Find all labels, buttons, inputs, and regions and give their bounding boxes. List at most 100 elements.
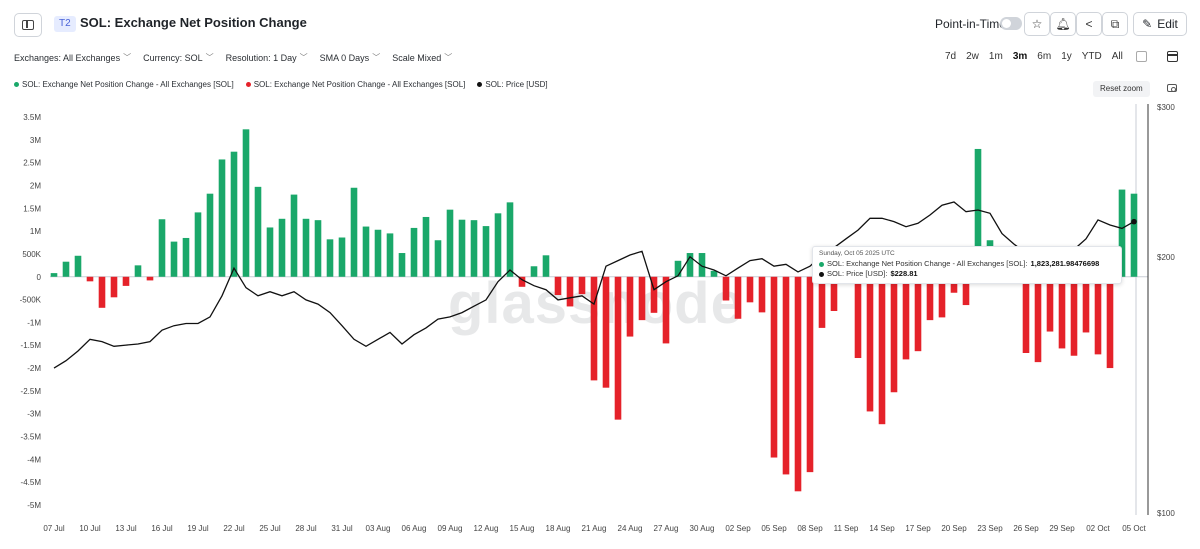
bar-positive[interactable]: [206, 193, 214, 277]
range-3m[interactable]: 3m: [1012, 51, 1028, 62]
bar-negative[interactable]: [662, 276, 670, 344]
calendar-icon[interactable]: [1167, 51, 1178, 62]
favorite-button[interactable]: ☆: [1024, 12, 1050, 36]
bar-negative[interactable]: [1058, 276, 1066, 349]
bar-positive[interactable]: [254, 186, 262, 277]
bar-positive[interactable]: [974, 148, 982, 277]
bar-negative[interactable]: [770, 276, 778, 458]
bar-negative[interactable]: [1022, 276, 1030, 353]
bar-negative[interactable]: [794, 276, 802, 492]
bar-negative[interactable]: [806, 276, 814, 473]
bar-negative[interactable]: [650, 276, 658, 313]
bar-negative[interactable]: [914, 276, 922, 352]
bar-negative[interactable]: [146, 276, 154, 281]
currency-select[interactable]: Currency: SOL ﹀: [143, 52, 214, 63]
bar-positive[interactable]: [326, 239, 334, 277]
bar-positive[interactable]: [458, 219, 466, 277]
bar-negative[interactable]: [626, 276, 634, 337]
bar-positive[interactable]: [302, 218, 310, 277]
bar-negative[interactable]: [1094, 276, 1102, 355]
range-1y[interactable]: 1y: [1061, 51, 1072, 62]
bar-negative[interactable]: [902, 276, 910, 360]
bar-negative[interactable]: [830, 276, 838, 311]
bar-positive[interactable]: [374, 229, 382, 277]
bar-positive[interactable]: [242, 129, 250, 277]
bar-negative[interactable]: [578, 276, 586, 295]
bar-positive[interactable]: [266, 227, 274, 277]
bar-negative[interactable]: [98, 276, 106, 308]
bar-negative[interactable]: [1082, 276, 1090, 333]
bar-positive[interactable]: [350, 187, 358, 277]
bar-positive[interactable]: [230, 151, 238, 277]
bar-positive[interactable]: [494, 213, 502, 277]
bar-positive[interactable]: [410, 227, 418, 277]
range-6m[interactable]: 6m: [1037, 51, 1052, 62]
bar-positive[interactable]: [50, 273, 58, 277]
bar-positive[interactable]: [194, 212, 202, 277]
edit-button[interactable]: ✎ Edit: [1133, 12, 1187, 36]
copy-button[interactable]: ⧉: [1102, 12, 1128, 36]
bar-negative[interactable]: [614, 276, 622, 420]
exchanges-select[interactable]: Exchanges: All Exchanges ﹀: [14, 52, 131, 63]
bar-positive[interactable]: [698, 253, 706, 277]
bar-negative[interactable]: [962, 276, 970, 306]
bar-positive[interactable]: [170, 241, 178, 277]
bar-negative[interactable]: [866, 276, 874, 412]
bar-negative[interactable]: [734, 276, 742, 319]
bar-positive[interactable]: [674, 260, 682, 277]
bar-positive[interactable]: [530, 266, 538, 277]
alert-button[interactable]: 🔔︎: [1050, 12, 1076, 36]
bar-negative[interactable]: [878, 276, 886, 425]
range-ytd[interactable]: YTD: [1081, 51, 1102, 62]
bar-positive[interactable]: [74, 255, 82, 277]
bar-positive[interactable]: [710, 270, 718, 277]
bar-positive[interactable]: [134, 265, 142, 277]
bar-negative[interactable]: [566, 276, 574, 307]
legend-item-positive[interactable]: SOL: Exchange Net Position Change - All …: [14, 80, 234, 89]
range-2w[interactable]: 2w: [966, 51, 979, 62]
bar-positive[interactable]: [278, 218, 286, 277]
scale-select[interactable]: Scale Mixed ﹀: [392, 52, 452, 63]
zoom-select-icon[interactable]: [1136, 51, 1147, 62]
bar-negative[interactable]: [1106, 276, 1114, 369]
bar-negative[interactable]: [110, 276, 118, 298]
bar-positive[interactable]: [338, 237, 346, 277]
bar-negative[interactable]: [926, 276, 934, 321]
bar-negative[interactable]: [818, 276, 826, 328]
bar-negative[interactable]: [638, 276, 646, 321]
bar-positive[interactable]: [158, 219, 166, 277]
bar-positive[interactable]: [482, 226, 490, 277]
bar-negative[interactable]: [1046, 276, 1054, 332]
bar-negative[interactable]: [590, 276, 598, 381]
reset-zoom-button[interactable]: Reset zoom: [1093, 81, 1150, 97]
bar-positive[interactable]: [470, 220, 478, 277]
bar-positive[interactable]: [1118, 189, 1126, 277]
bar-negative[interactable]: [122, 276, 130, 286]
range-7d[interactable]: 7d: [945, 51, 957, 62]
bar-negative[interactable]: [746, 276, 754, 303]
sidebar-toggle-button[interactable]: [14, 13, 42, 37]
legend-item-negative[interactable]: SOL: Exchange Net Position Change - All …: [245, 80, 465, 89]
range-1m[interactable]: 1m: [988, 51, 1003, 62]
bar-negative[interactable]: [1070, 276, 1078, 356]
bar-positive[interactable]: [1130, 193, 1138, 277]
range-all[interactable]: All: [1111, 51, 1123, 62]
bar-negative[interactable]: [1034, 276, 1042, 363]
bar-positive[interactable]: [62, 261, 70, 277]
bar-positive[interactable]: [218, 159, 226, 277]
bar-negative[interactable]: [554, 276, 562, 296]
bar-positive[interactable]: [422, 216, 430, 277]
price-line[interactable]: [53, 201, 1135, 369]
bar-positive[interactable]: [542, 255, 550, 277]
bar-negative[interactable]: [86, 276, 94, 282]
bar-negative[interactable]: [782, 276, 790, 475]
bar-positive[interactable]: [362, 226, 370, 277]
legend-item-price[interactable]: SOL: Price [USD]: [477, 80, 548, 89]
bar-positive[interactable]: [398, 253, 406, 277]
bar-negative[interactable]: [602, 276, 610, 388]
share-button[interactable]: <: [1076, 12, 1102, 36]
bar-negative[interactable]: [890, 276, 898, 393]
sma-select[interactable]: SMA 0 Days ﹀: [320, 52, 381, 63]
bar-negative[interactable]: [854, 276, 862, 359]
